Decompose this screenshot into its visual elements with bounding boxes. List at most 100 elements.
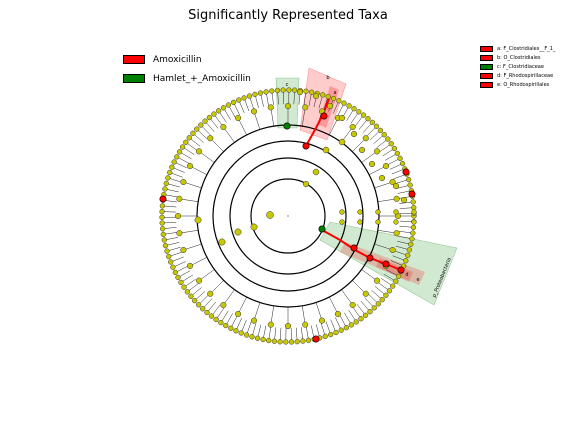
leaf-node [397, 155, 403, 162]
leaf-node [274, 87, 281, 94]
leaf-node [336, 98, 342, 104]
leaf-node [188, 293, 194, 299]
leaf-node [249, 334, 255, 340]
genus-branch [189, 257, 208, 267]
legend-item-amoxicillin: Amoxicillin [123, 50, 251, 69]
leaf-node [198, 122, 204, 128]
leaf-node [390, 283, 396, 289]
leaf-node [168, 259, 174, 265]
leaf-node [241, 95, 247, 101]
leaf-node [169, 164, 175, 170]
genus-node [267, 321, 274, 328]
clade-label-e: e [416, 277, 419, 283]
leaf-node [320, 92, 326, 98]
leaf-node [410, 224, 417, 231]
leaf-node [391, 145, 398, 152]
key-item-a: a: F_Clostridiales__F_1_ [480, 44, 555, 53]
genus-node [186, 163, 194, 170]
taxon-node [218, 238, 226, 246]
genus-node [393, 230, 400, 237]
taxon-node [392, 182, 400, 190]
leaf-node [379, 297, 385, 303]
taxon-node [338, 114, 346, 122]
leaf-node [266, 337, 272, 344]
leaf-node [280, 87, 286, 93]
significant-node-amoxicillin [302, 142, 310, 150]
key-item-c: c: F_Clostridiaceae [480, 62, 555, 71]
leaf-node [353, 319, 359, 325]
leaf-node [184, 289, 191, 295]
genus-node [373, 277, 381, 284]
genus-branch [301, 107, 306, 127]
genus-node [180, 246, 187, 254]
significant-node-amoxicillin [408, 190, 416, 198]
leaf-node [381, 132, 387, 138]
genus-node [186, 262, 194, 269]
leaf-node [277, 339, 283, 345]
genus-branch [315, 302, 323, 321]
clade-label-a: a [333, 90, 336, 96]
taxon-node [339, 219, 345, 225]
genus-node [284, 102, 292, 110]
leaf-node [228, 325, 234, 331]
genus-node [176, 230, 183, 237]
significant-node-amoxicillin [382, 260, 390, 268]
leaf-node [362, 312, 369, 318]
taxon-node [400, 196, 408, 204]
genus-node [373, 148, 381, 155]
genus-node [250, 317, 258, 324]
leaf-node [338, 327, 344, 333]
key-swatch-c [480, 63, 493, 70]
genus-branch [361, 269, 378, 281]
leaf-node [215, 108, 222, 114]
leaf-node [176, 149, 183, 155]
genus-branch [329, 296, 339, 315]
genus-node [180, 178, 187, 186]
key-swatch-e [480, 81, 493, 88]
key-swatch-a [480, 45, 493, 52]
taxon-node [368, 160, 376, 168]
genus-node [174, 212, 182, 220]
genus-branch [223, 126, 235, 143]
significant-node-hamlet-amoxicillin [318, 225, 326, 233]
root-node [287, 215, 289, 217]
leaf-node [375, 301, 381, 307]
leaf-node [330, 95, 337, 102]
significant-node-hamlet-amoxicillin [283, 122, 291, 130]
leaf-node [300, 338, 306, 344]
key-item-b: b: O_Clostridiales [480, 53, 555, 62]
leaf-node [194, 126, 200, 132]
genus-branch [179, 229, 199, 234]
leaf-node [395, 273, 402, 279]
clade-wedge-b [299, 67, 347, 141]
leaf-node [223, 322, 229, 329]
leaf-node [283, 339, 289, 345]
genus-node [334, 310, 341, 318]
group-legend: Amoxicillin Hamlet_+_Amoxicillin [123, 50, 251, 88]
taxon-node [296, 88, 304, 96]
taxon-node [350, 130, 358, 138]
genus-node [207, 290, 214, 297]
key-item-d: d: F_Rhodospirillaceae [480, 71, 555, 80]
leaf-node [252, 91, 258, 98]
genus-branch [237, 296, 247, 315]
leaf-node [200, 306, 206, 312]
taxon-node [326, 102, 334, 110]
genus-node [382, 163, 390, 170]
taxon-node [339, 209, 345, 215]
leaf-node [260, 336, 266, 343]
leaf-node [322, 333, 328, 340]
chart-title: Significantly Represented Taxa [188, 8, 388, 23]
genus-node [302, 321, 309, 328]
genus-node [195, 148, 203, 155]
leaf-node [175, 274, 181, 281]
significant-node-amoxicillin [402, 168, 410, 176]
leaf-node [405, 176, 412, 183]
leaf-node [343, 325, 350, 331]
leaf-node [225, 102, 232, 108]
leaf-node [159, 208, 165, 215]
genus-node [302, 104, 309, 111]
taxon-node [322, 146, 330, 154]
leaf-node [403, 258, 409, 264]
taxon-node [234, 228, 242, 236]
